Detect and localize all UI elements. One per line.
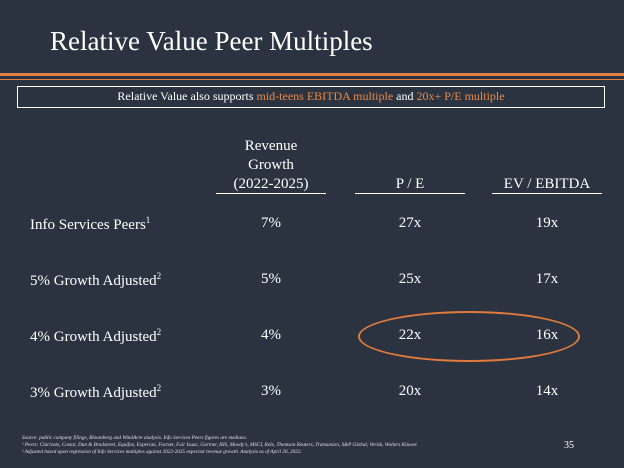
- row-label: Info Services Peers1: [30, 215, 150, 234]
- title-divider-thick: [0, 73, 624, 76]
- cell-pe: 20x: [398, 383, 422, 399]
- row-label-text: Info Services Peers: [30, 217, 146, 233]
- row-label-text: 4% Growth Adjusted: [30, 329, 157, 345]
- cell-revenue-growth: 7%: [261, 215, 281, 231]
- cell-revenue-growth: 4%: [261, 327, 281, 343]
- header-ev-ebitda: EV / EBITDA: [503, 176, 591, 192]
- slide-title: Relative Value Peer Multiples: [50, 26, 373, 56]
- cell-pe: 25x: [398, 271, 422, 287]
- row-label-footnote: 2: [156, 327, 162, 337]
- cell-ev-ebitda: 14x: [535, 383, 559, 399]
- title-divider-thin: [0, 79, 624, 80]
- footnote-1: ¹ Peers: Clarivate, Costar, Dun & Bradst…: [22, 442, 418, 448]
- cell-ev-ebitda: 19x: [535, 215, 559, 231]
- footnote-2: ² Adjusted based upon regression of Info…: [22, 449, 302, 455]
- page-number: 35: [564, 440, 574, 451]
- footnotes: Source: public company filings, Bloomber…: [22, 435, 562, 456]
- row-label-footnote: 2: [156, 271, 162, 281]
- header-ev-underline: [492, 193, 602, 194]
- header-revenue-line1: Revenue: [244, 138, 298, 154]
- header-revenue-line2: Growth: [248, 157, 294, 173]
- header-revenue-growth: Revenue Growth (2022-2025): [216, 137, 326, 194]
- callout-highlight-pe: 20x+ P/E multiple: [416, 89, 505, 103]
- callout-middle: and: [393, 89, 417, 103]
- row-label-text: 5% Growth Adjusted: [30, 273, 157, 289]
- row-label-text: 3% Growth Adjusted: [30, 385, 157, 401]
- row-label: 3% Growth Adjusted2: [30, 383, 161, 402]
- row-label: 4% Growth Adjusted2: [30, 327, 161, 346]
- row-label-footnote: 2: [156, 383, 162, 393]
- footnote-source: Source: public company filings, Bloomber…: [22, 435, 247, 441]
- row-label: 5% Growth Adjusted2: [30, 271, 161, 290]
- header-revenue-line3: (2022-2025): [233, 176, 309, 192]
- row-label-footnote: 1: [145, 215, 151, 225]
- cell-ev-ebitda: 17x: [535, 271, 559, 287]
- callout-prefix: Relative Value also supports: [117, 89, 257, 103]
- cell-pe: 27x: [398, 215, 422, 231]
- highlight-ellipse: [358, 311, 580, 362]
- cell-revenue-growth: 3%: [261, 383, 281, 399]
- cell-revenue-growth: 5%: [261, 271, 281, 287]
- header-revenue-underline: [216, 193, 326, 194]
- callout-highlight-ebitda: mid-teens EBITDA multiple: [256, 89, 394, 103]
- header-pe: P / E: [395, 176, 425, 192]
- header-pe-underline: [355, 193, 465, 194]
- callout-box: Relative Value also supports mid-teens E…: [17, 86, 605, 108]
